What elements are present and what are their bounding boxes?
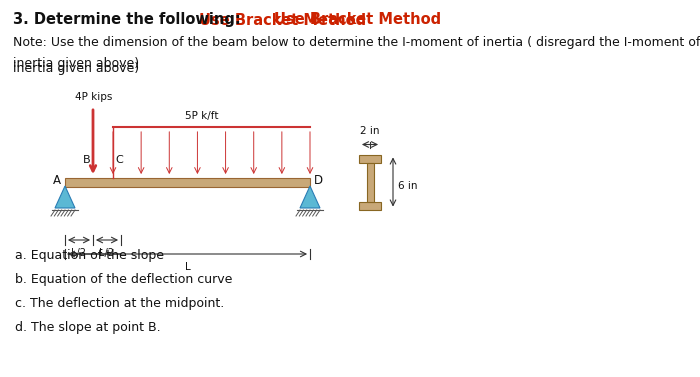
Text: A: A: [53, 175, 61, 187]
Text: Note: Use the dimension of the beam below to determine the I-moment of inertia (: Note: Use the dimension of the beam belo…: [13, 36, 700, 49]
Text: L/2: L/2: [99, 248, 115, 258]
Text: C: C: [115, 155, 122, 165]
Text: 5P k/ft: 5P k/ft: [185, 111, 218, 121]
Text: inertia given above): inertia given above): [13, 62, 139, 75]
Text: 4P kips: 4P kips: [75, 92, 113, 102]
Text: 3. Determine the following:: 3. Determine the following:: [13, 12, 246, 27]
Bar: [367, 162, 374, 201]
Text: a. Equation of the slope: a. Equation of the slope: [15, 249, 164, 262]
Text: 2 in: 2 in: [360, 127, 379, 136]
Bar: [359, 201, 381, 210]
Text: b. Equation of the deflection curve: b. Equation of the deflection curve: [15, 273, 232, 286]
Polygon shape: [300, 186, 320, 208]
Text: L: L: [185, 262, 190, 272]
Text: Use Bracket Method: Use Bracket Method: [274, 12, 442, 27]
Text: 6 in: 6 in: [398, 181, 417, 191]
Polygon shape: [55, 186, 75, 208]
Text: inertia given above): inertia given above): [13, 57, 139, 70]
Text: Use Bracket Method: Use Bracket Method: [199, 13, 366, 28]
Text: D: D: [314, 175, 323, 187]
Text: L/2: L/2: [71, 248, 87, 258]
Bar: [65, 178, 310, 187]
Text: c. The deflection at the midpoint.: c. The deflection at the midpoint.: [15, 297, 224, 310]
Text: d. The slope at point B.: d. The slope at point B.: [15, 321, 160, 334]
Bar: [359, 155, 381, 162]
Text: B: B: [83, 155, 91, 165]
